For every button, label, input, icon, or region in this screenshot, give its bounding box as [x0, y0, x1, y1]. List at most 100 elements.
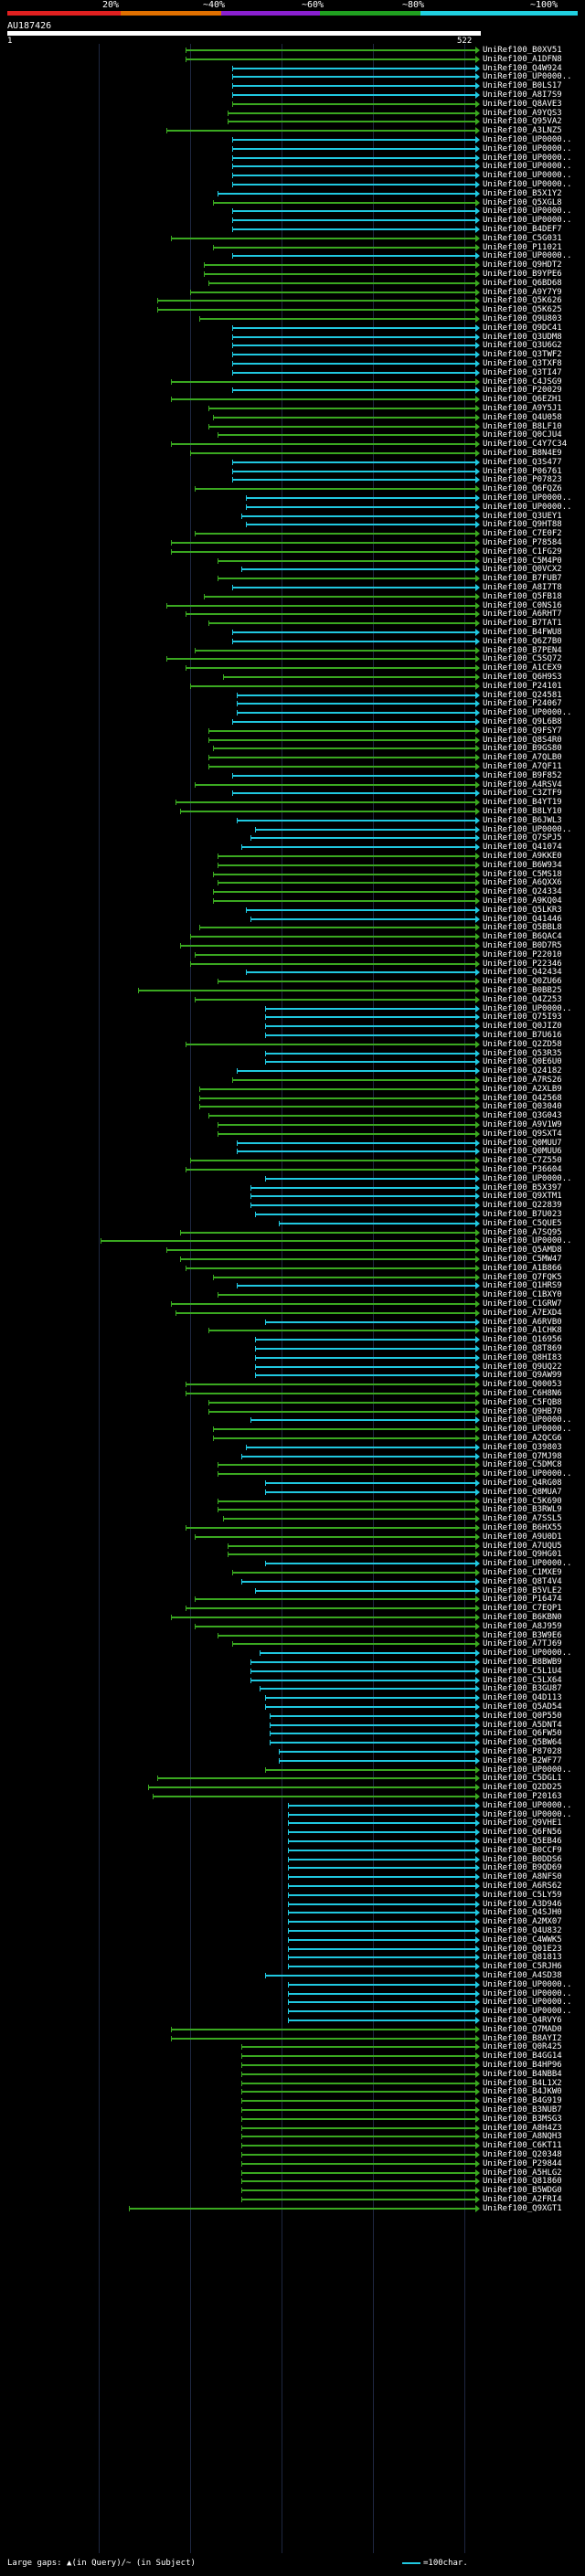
- hit-link[interactable]: UniRef100_P78584: [483, 538, 562, 547]
- hit-link[interactable]: UniRef100_Q0ZU66: [483, 977, 562, 987]
- hit-link[interactable]: UniRef100_B9GS80: [483, 744, 562, 754]
- hit-link[interactable]: UniRef100_Q0JIZ0: [483, 1022, 562, 1032]
- hit-link[interactable]: UniRef100_UP0000..: [483, 162, 572, 172]
- hit-link[interactable]: UniRef100_A4RSV4: [483, 779, 562, 790]
- hit-link[interactable]: UniRef100_B7U023: [483, 1210, 562, 1219]
- hit-link[interactable]: UniRef100_Q9AW99: [483, 1371, 562, 1381]
- hit-link[interactable]: UniRef100_C1FG29: [483, 546, 562, 557]
- hit-link[interactable]: UniRef100_A9Y7Y9: [483, 287, 562, 297]
- hit-link[interactable]: UniRef100_B3GU87: [483, 1684, 562, 1694]
- hit-link[interactable]: UniRef100_C4Y7C34: [483, 440, 568, 450]
- hit-link[interactable]: UniRef100_Q9XGT1: [483, 2203, 562, 2213]
- hit-link[interactable]: UniRef100_B0LS17: [483, 81, 562, 91]
- hit-link[interactable]: UniRef100_C7EQP1: [483, 1604, 562, 1614]
- hit-link[interactable]: UniRef100_Q9SXT4: [483, 1129, 562, 1139]
- hit-link[interactable]: UniRef100_UP0000..: [483, 1648, 572, 1659]
- hit-link[interactable]: UniRef100_P07823: [483, 475, 562, 485]
- hit-link[interactable]: UniRef100_A8I7S9: [483, 90, 562, 100]
- hit-link[interactable]: UniRef100_B0XV51: [483, 46, 562, 55]
- hit-link[interactable]: UniRef100_Q95VA2: [483, 117, 562, 127]
- hit-link[interactable]: UniRef100_A6RHT7: [483, 610, 562, 620]
- hit-link[interactable]: UniRef100_Q6FW50: [483, 1729, 562, 1739]
- hit-link[interactable]: UniRef100_B8LY10: [483, 807, 562, 816]
- hit-link[interactable]: UniRef100_Q6FN56: [483, 1828, 562, 1838]
- hit-link[interactable]: UniRef100_Q3TXF8: [483, 359, 562, 368]
- hit-link[interactable]: UniRef100_Q8T4V4: [483, 1576, 562, 1586]
- hit-link[interactable]: UniRef100_P20163: [483, 1792, 562, 1801]
- hit-link[interactable]: UniRef100_UP0000..: [483, 1809, 572, 1819]
- hit-link[interactable]: UniRef100_Q4W924: [483, 63, 562, 73]
- hit-link[interactable]: UniRef100_Q8MUA7: [483, 1487, 562, 1497]
- hit-link[interactable]: UniRef100_A7RS26: [483, 1076, 562, 1085]
- hit-link[interactable]: UniRef100_Q9VHE1: [483, 1818, 562, 1829]
- hit-link[interactable]: UniRef100_Q6FQZ6: [483, 484, 562, 494]
- hit-link[interactable]: UniRef100_B4HP96: [483, 2061, 562, 2070]
- hit-link[interactable]: UniRef100_UP0000..: [483, 1800, 572, 1810]
- hit-link[interactable]: UniRef100_A7UQU5: [483, 1541, 562, 1551]
- hit-link[interactable]: UniRef100_Q5AD54: [483, 1702, 562, 1712]
- hit-link[interactable]: UniRef100_B8AYI2: [483, 2033, 562, 2043]
- hit-link[interactable]: UniRef100_Q4D113: [483, 1693, 562, 1703]
- hit-link[interactable]: UniRef100_Q5FB18: [483, 591, 562, 601]
- hit-link[interactable]: UniRef100_B5VLE2: [483, 1585, 562, 1595]
- hit-link[interactable]: UniRef100_Q4SJH0: [483, 1908, 562, 1918]
- hit-link[interactable]: UniRef100_Q3U6G2: [483, 341, 562, 351]
- hit-link[interactable]: UniRef100_UP0000..: [483, 135, 572, 144]
- hit-link[interactable]: UniRef100_Q24581: [483, 690, 562, 700]
- hit-link[interactable]: UniRef100_Q2DD25: [483, 1783, 562, 1793]
- hit-link[interactable]: UniRef100_Q8T869: [483, 1344, 562, 1353]
- hit-link[interactable]: UniRef100_C6KT11: [483, 2141, 562, 2151]
- hit-link[interactable]: UniRef100_C5SQ72: [483, 654, 562, 664]
- hit-link[interactable]: UniRef100_UP0000..: [483, 2007, 572, 2017]
- hit-link[interactable]: UniRef100_Q7FQK5: [483, 1272, 562, 1282]
- hit-link[interactable]: UniRef100_B9YPE6: [483, 270, 562, 279]
- hit-link[interactable]: UniRef100_Q9DC41: [483, 323, 562, 333]
- hit-link[interactable]: UniRef100_C1GRW7: [483, 1299, 562, 1309]
- hit-link[interactable]: UniRef100_B9QD69: [483, 1863, 562, 1873]
- hit-link[interactable]: UniRef100_B5X397: [483, 1182, 562, 1193]
- hit-link[interactable]: UniRef100_Q3S477: [483, 457, 562, 467]
- hit-link[interactable]: UniRef100_B0DDS6: [483, 1854, 562, 1864]
- hit-link[interactable]: UniRef100_P22010: [483, 949, 562, 959]
- hit-link[interactable]: UniRef100_A9KKE0: [483, 852, 562, 861]
- hit-link[interactable]: UniRef100_P24067: [483, 699, 562, 709]
- hit-link[interactable]: UniRef100_B0BB25: [483, 986, 562, 995]
- hit-link[interactable]: UniRef100_C7E0F2: [483, 529, 562, 539]
- hit-link[interactable]: UniRef100_A1DFN8: [483, 54, 562, 64]
- hit-link[interactable]: UniRef100_A8NQH3: [483, 2132, 562, 2142]
- hit-link[interactable]: UniRef100_A1B866: [483, 1263, 562, 1273]
- hit-link[interactable]: UniRef100_P16474: [483, 1595, 562, 1605]
- hit-link[interactable]: UniRef100_C5DMC8: [483, 1460, 562, 1470]
- hit-link[interactable]: UniRef100_Q8AVE3: [483, 99, 562, 109]
- hit-link[interactable]: UniRef100_Q9FSY7: [483, 726, 562, 736]
- hit-link[interactable]: UniRef100_Q0VCX2: [483, 565, 562, 575]
- hit-link[interactable]: UniRef100_Q5EB46: [483, 1837, 562, 1846]
- hit-link[interactable]: UniRef100_Q03040: [483, 1102, 562, 1112]
- hit-link[interactable]: UniRef100_Q6H9S3: [483, 673, 562, 682]
- hit-link[interactable]: UniRef100_C4WWK5: [483, 1935, 562, 1945]
- hit-link[interactable]: UniRef100_A7QLB0: [483, 753, 562, 763]
- hit-link[interactable]: UniRef100_C5DGL1: [483, 1774, 562, 1784]
- hit-link[interactable]: UniRef100_Q0MUU6: [483, 1147, 562, 1157]
- hit-link[interactable]: UniRef100_Q5BBL8: [483, 923, 562, 933]
- hit-link[interactable]: UniRef100_UP0000..: [483, 1425, 572, 1435]
- hit-link[interactable]: UniRef100_Q5BW64: [483, 1738, 562, 1748]
- hit-link[interactable]: UniRef100_Q22839: [483, 1201, 562, 1211]
- hit-link[interactable]: UniRef100_B5WDG0: [483, 2186, 562, 2196]
- hit-link[interactable]: UniRef100_B4GG14: [483, 2051, 562, 2062]
- hit-link[interactable]: UniRef100_B3MSG3: [483, 2114, 562, 2124]
- hit-link[interactable]: UniRef100_Q4RG08: [483, 1479, 562, 1488]
- hit-link[interactable]: UniRef100_C3ZTF9: [483, 789, 562, 799]
- hit-link[interactable]: UniRef100_Q24334: [483, 887, 562, 897]
- hit-link[interactable]: UniRef100_A9KQ04: [483, 896, 562, 906]
- hit-link[interactable]: UniRef100_Q4U058: [483, 412, 562, 422]
- hit-link[interactable]: UniRef100_A9V1W9: [483, 1120, 562, 1129]
- hit-link[interactable]: UniRef100_B3RWL9: [483, 1505, 562, 1515]
- hit-link[interactable]: UniRef100_A2XLB9: [483, 1084, 562, 1094]
- hit-link[interactable]: UniRef100_Q81860: [483, 2177, 562, 2187]
- hit-link[interactable]: UniRef100_Q9HDT2: [483, 260, 562, 270]
- hit-link[interactable]: UniRef100_A6RS62: [483, 1882, 562, 1891]
- hit-link[interactable]: UniRef100_B4YT19: [483, 798, 562, 808]
- hit-link[interactable]: UniRef100_Q1HRS9: [483, 1281, 562, 1291]
- hit-link[interactable]: UniRef100_A1CHK8: [483, 1326, 562, 1336]
